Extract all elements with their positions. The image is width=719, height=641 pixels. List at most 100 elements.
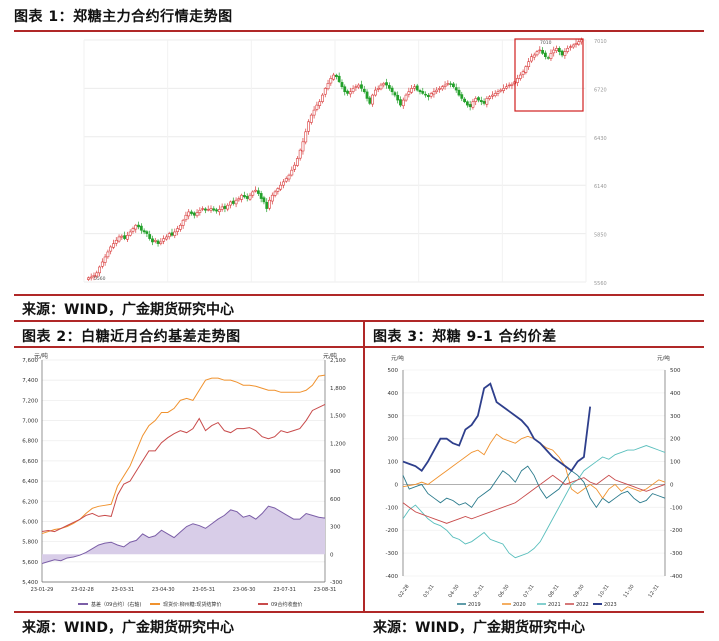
candle-body: [243, 195, 246, 198]
left-y-tick-label: 7,600: [22, 358, 38, 364]
candle-body: [259, 193, 263, 199]
candle-body: [95, 272, 99, 277]
candle-body: [552, 49, 556, 54]
candle-body: [549, 53, 553, 59]
candle-body: [112, 243, 115, 248]
candle-body: [120, 235, 124, 238]
candle-body: [192, 212, 196, 216]
candle-body: [530, 56, 533, 62]
candle-body: [329, 78, 333, 84]
legend-label: 现货价:柳州糖:现货结算价: [163, 601, 221, 608]
candle-body: [502, 88, 505, 91]
left-y-tick-label: 5,600: [22, 560, 38, 566]
candle-body: [276, 188, 280, 192]
candle-body: [482, 101, 486, 104]
left-axis-unit: 元/吨: [391, 354, 404, 362]
candle-body: [273, 191, 277, 196]
candle-body: [270, 194, 274, 202]
right-y-tick-label: 0: [670, 482, 674, 488]
candle-body: [309, 114, 313, 123]
candle-body: [407, 91, 411, 95]
candle-body: [251, 191, 255, 196]
candle-body: [167, 233, 171, 238]
candle-body: [516, 78, 519, 83]
candle-body: [340, 82, 344, 88]
candle-body: [435, 89, 439, 93]
candle-body: [234, 199, 238, 205]
candle-body: [474, 98, 478, 102]
candle-body: [217, 209, 221, 213]
candle-body: [151, 238, 154, 243]
figure1-title: 图表 1：郑糖主力合约行情走势图: [14, 9, 233, 25]
candle-body: [518, 74, 522, 79]
spread-line-2021: [402, 445, 666, 559]
candle-body: [524, 66, 528, 73]
candle-body: [148, 234, 152, 239]
left-y-tick-label: 7,000: [22, 419, 38, 425]
candle-body: [452, 83, 455, 88]
candle-body: [268, 199, 271, 209]
x-tick-label: 23-07-31: [273, 587, 296, 593]
x-tick-label: 23-03-31: [112, 587, 135, 593]
left-y-tick-label: 0: [395, 482, 399, 488]
candle-body: [323, 88, 327, 95]
candle-body: [357, 84, 361, 88]
legend-label: 基差（09合约）(右轴): [91, 601, 141, 608]
candle-body: [301, 141, 305, 152]
candle-body: [321, 94, 324, 102]
candle-body: [368, 97, 372, 104]
candle-body: [153, 239, 157, 242]
candle-body: [415, 85, 419, 91]
left-y-tick-label: 6,200: [22, 499, 38, 505]
candle-body: [223, 205, 227, 209]
left-y-tick-label: 6,000: [22, 519, 38, 525]
candle-body: [114, 239, 118, 244]
candle-body: [454, 87, 458, 91]
candle-body: [106, 251, 110, 258]
figure2-title-rule: [14, 346, 704, 348]
candle-body: [254, 189, 257, 192]
candle-body: [477, 97, 480, 101]
candle-body: [580, 39, 584, 43]
candle-body: [209, 208, 213, 211]
candle-body: [410, 88, 414, 93]
high-price-label: 7010: [540, 40, 552, 46]
candle-body: [103, 256, 107, 263]
candle-body: [142, 230, 146, 233]
x-tick-label: 04-30: [447, 584, 460, 599]
right-y-tick-label: 600: [330, 497, 341, 503]
right-y-tick-label: 500: [670, 368, 681, 374]
left-y-tick-label: 300: [388, 414, 399, 420]
candle-body: [376, 88, 380, 90]
candle-body: [424, 93, 427, 96]
candle-body: [170, 232, 174, 236]
right-y-tick-label: -100: [670, 505, 683, 511]
legend-label: 2020: [513, 602, 526, 608]
basis-area: [42, 506, 325, 564]
x-tick-label: 11-30: [622, 584, 635, 599]
candle-body: [443, 84, 447, 87]
y-tick-label: 6430: [594, 136, 607, 142]
candle-body: [374, 89, 377, 96]
candle-body: [318, 101, 322, 106]
candle-body: [162, 238, 166, 242]
candle-body: [426, 94, 430, 98]
candle-body: [201, 208, 205, 210]
candle-body: [546, 57, 550, 59]
candle-body: [134, 224, 138, 230]
candle-body: [396, 94, 400, 101]
candle-body: [387, 85, 391, 89]
candle-body: [493, 93, 497, 97]
section-bottom-rule: [14, 611, 704, 613]
candle-body: [231, 200, 235, 204]
figure2-basis-chart: 元/吨 元/吨 5,400 5,600 5,800 6,000 6,200 6,400 6,60…: [22, 352, 346, 608]
candle-body: [360, 84, 363, 89]
x-tick-label: 23-08-31: [314, 587, 337, 593]
legend-label: 2019: [468, 602, 481, 608]
left-y-tick-label: -300: [386, 551, 399, 557]
candle-body: [176, 228, 179, 232]
candle-body: [485, 98, 489, 105]
candle-body: [560, 50, 564, 56]
candle-body: [382, 83, 386, 86]
candle-body: [198, 209, 202, 213]
